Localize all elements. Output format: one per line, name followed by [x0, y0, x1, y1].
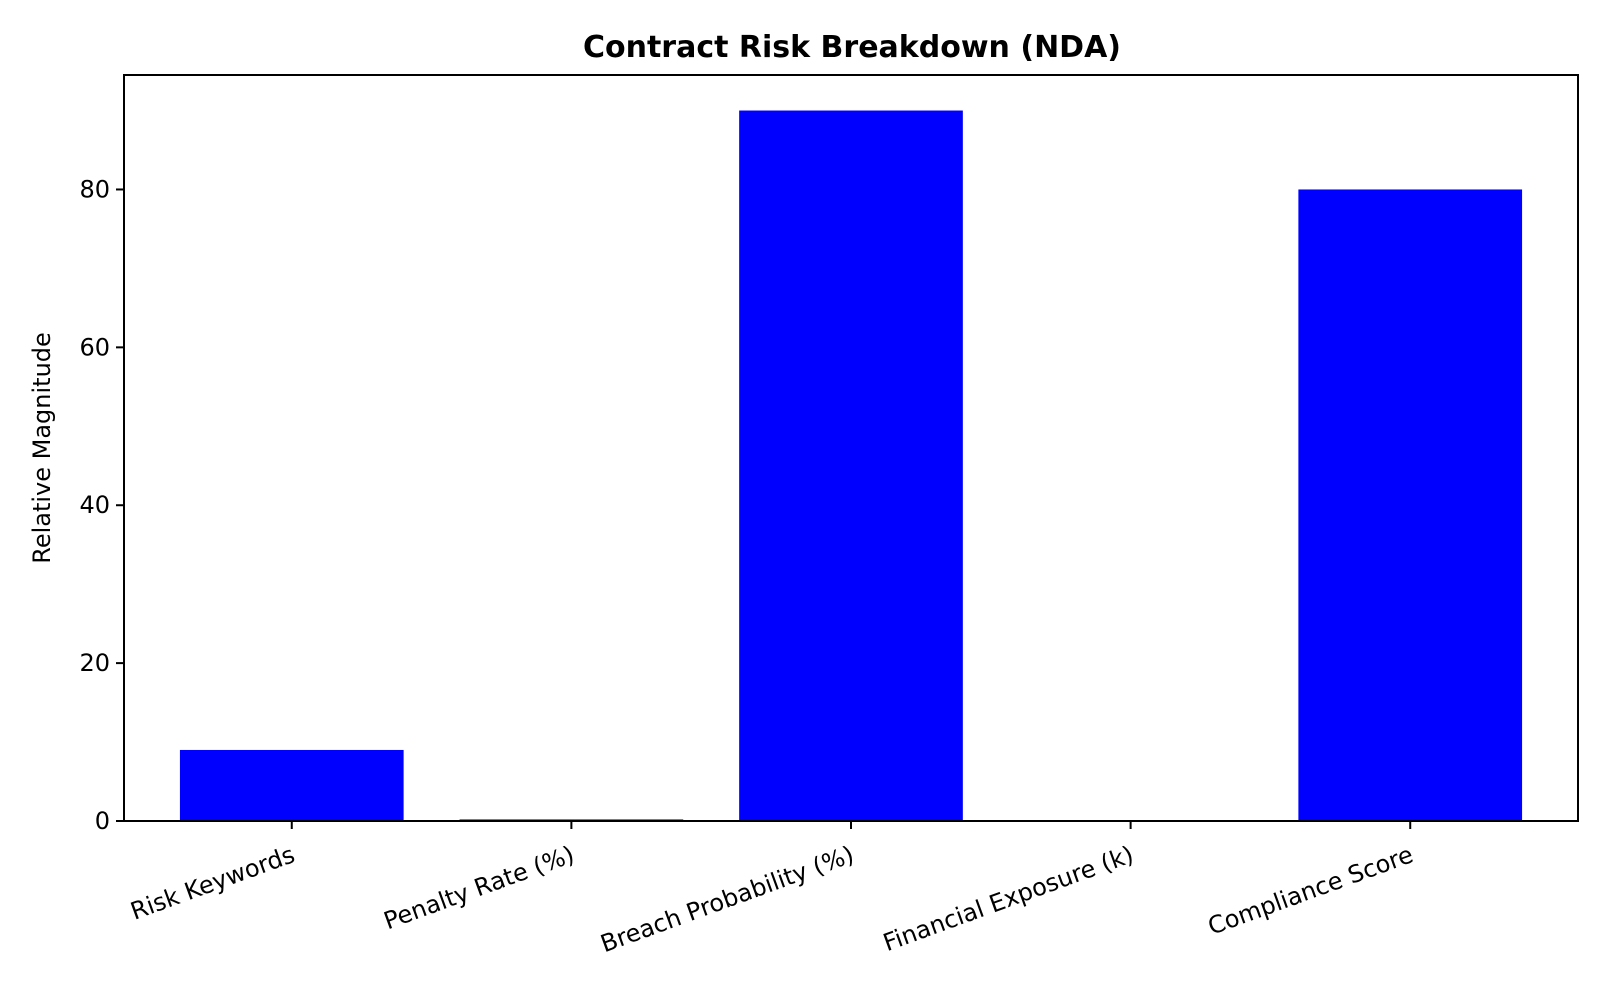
y-tick-label: 80: [79, 175, 110, 203]
x-tick-label: Penalty Rate (%): [380, 840, 578, 935]
x-axis: Risk Keywords Penalty Rate (%) Breach Prob…: [127, 821, 1417, 958]
y-tick-label: 20: [79, 649, 110, 677]
bars-layer: [179, 110, 1523, 822]
bar-0: [179, 749, 404, 821]
y-axis-label: Relative Magnitude: [28, 332, 56, 564]
x-tick-label: Breach Probability (%): [597, 840, 858, 958]
y-axis: 0 20 40 60 80: [79, 175, 124, 835]
x-tick-label: Risk Keywords: [127, 840, 299, 925]
y-tick-label: 0: [95, 807, 110, 835]
bar-4: [1298, 189, 1523, 822]
plot-frame: [123, 74, 1579, 822]
x-tick-label: Financial Exposure (k): [879, 840, 1137, 957]
bar-2: [739, 110, 963, 822]
x-tick-label: Compliance Score: [1204, 840, 1417, 940]
chart-title: Contract Risk Breakdown (NDA): [583, 30, 1121, 65]
y-tick-label: 60: [79, 333, 110, 361]
y-tick-label: 40: [79, 491, 110, 519]
